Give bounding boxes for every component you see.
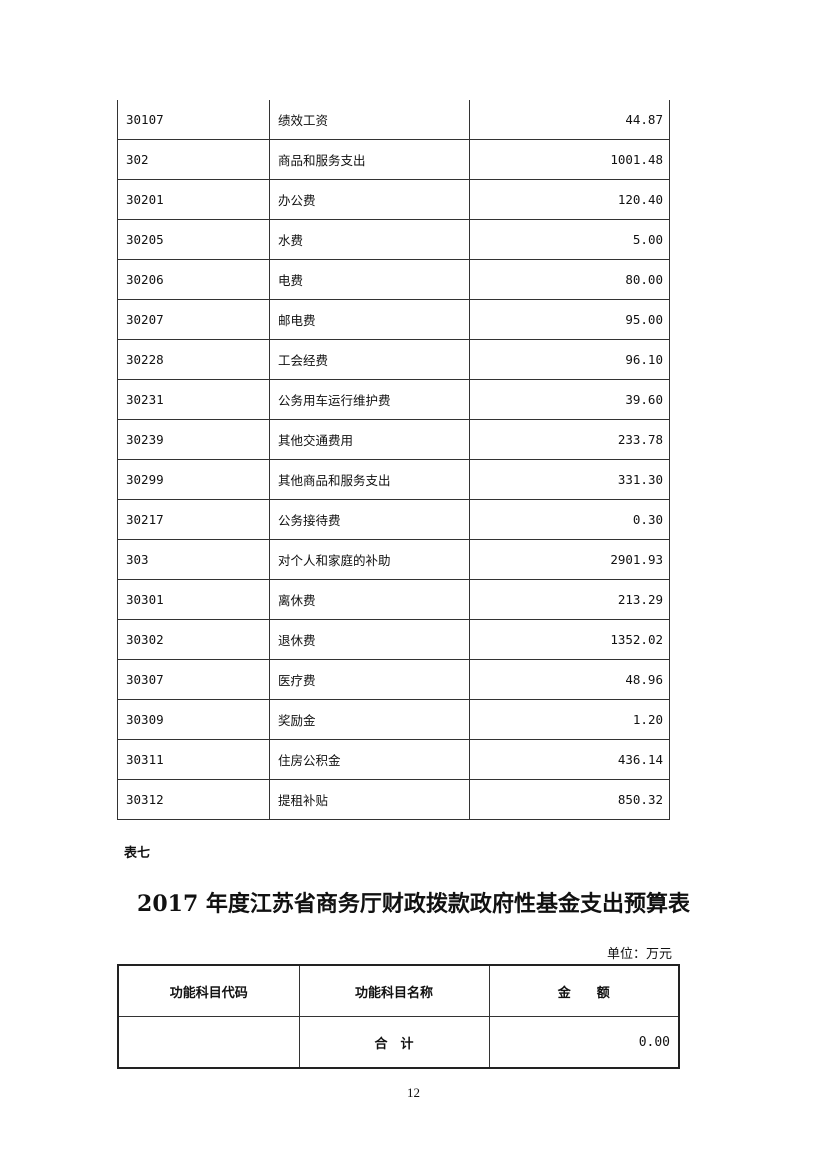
row-code: 30299: [117, 459, 270, 500]
row-name: 水费: [269, 219, 470, 260]
table-row: 30206 电费 80.00: [117, 259, 670, 300]
table-row: 30312 提租补贴 850.32: [117, 779, 670, 820]
unit-label: 单位：万元: [606, 947, 672, 962]
table-row: 303 对个人和家庭的补助 2901.93: [117, 539, 670, 580]
row-name: 对个人和家庭的补助: [269, 539, 470, 580]
row-amount: 331.30: [469, 459, 670, 500]
row-code: 30205: [117, 219, 270, 260]
row-name: 医疗费: [269, 659, 470, 700]
row-code: 30309: [117, 699, 270, 740]
row-amount: 44.87: [469, 100, 670, 140]
row-code: 30302: [117, 619, 270, 660]
row-code: 30228: [117, 339, 270, 380]
row-amount: 233.78: [469, 419, 670, 460]
row-name: 退休费: [269, 619, 470, 660]
row-code: 303: [117, 539, 270, 580]
table-title: 2017 年度江苏省商务厅财政拨款政府性基金支出预算表: [137, 891, 690, 917]
header-code: 功能科目代码: [117, 964, 300, 1017]
row-name: 电费: [269, 259, 470, 300]
total-code: [117, 1016, 300, 1069]
total-row: 合 计 0.00: [117, 1016, 680, 1069]
row-amount: 1352.02: [469, 619, 670, 660]
table-row: 30299 其他商品和服务支出 331.30: [117, 459, 670, 500]
row-name: 邮电费: [269, 299, 470, 340]
table-row: 30309 奖励金 1.20: [117, 699, 670, 740]
row-amount: 120.40: [469, 179, 670, 220]
header-amount: 金 额: [488, 964, 680, 1017]
row-amount: 850.32: [469, 779, 670, 820]
table-row: 30311 住房公积金 436.14: [117, 739, 670, 780]
row-code: 30207: [117, 299, 270, 340]
table-row: 30231 公务用车运行维护费 39.60: [117, 379, 670, 420]
row-amount: 80.00: [469, 259, 670, 300]
row-amount: 48.96: [469, 659, 670, 700]
row-code: 30307: [117, 659, 270, 700]
row-name: 绩效工资: [269, 100, 470, 140]
row-code: 30239: [117, 419, 270, 460]
row-code: 30206: [117, 259, 270, 300]
row-name: 奖励金: [269, 699, 470, 740]
table-row: 30205 水费 5.00: [117, 219, 670, 260]
row-amount: 39.60: [469, 379, 670, 420]
budget-table-continued: 30107 绩效工资 44.87 302 商品和服务支出 1001.48 30201 办公费 1…: [117, 100, 670, 820]
table-row: 30228 工会经费 96.10: [117, 339, 670, 380]
row-name: 其他商品和服务支出: [269, 459, 470, 500]
row-amount: 1.20: [469, 699, 670, 740]
row-code: 30107: [117, 100, 270, 140]
row-amount: 95.00: [469, 299, 670, 340]
table-row: 30301 离休费 213.29: [117, 579, 670, 620]
table-label: 表七: [124, 846, 151, 861]
row-name: 公务接待费: [269, 499, 470, 540]
table-row: 30107 绩效工资 44.87: [117, 100, 670, 140]
header-name: 功能科目名称: [298, 964, 490, 1017]
row-code: 30217: [117, 499, 270, 540]
row-amount: 436.14: [469, 739, 670, 780]
table-row: 30207 邮电费 95.00: [117, 299, 670, 340]
table-row: 30217 公务接待费 0.30: [117, 499, 670, 540]
table-row: 30307 医疗费 48.96: [117, 659, 670, 700]
table-row: 302 商品和服务支出 1001.48: [117, 139, 670, 180]
total-label: 合 计: [298, 1016, 490, 1069]
row-code: 30201: [117, 179, 270, 220]
table-row: 30239 其他交通费用 233.78: [117, 419, 670, 460]
row-name: 离休费: [269, 579, 470, 620]
row-name: 商品和服务支出: [269, 139, 470, 180]
row-code: 30301: [117, 579, 270, 620]
row-code: 30312: [117, 779, 270, 820]
government-fund-table: 功能科目代码 功能科目名称 金 额 合 计 0.00: [117, 964, 680, 1069]
row-amount: 1001.48: [469, 139, 670, 180]
row-amount: 213.29: [469, 579, 670, 620]
header-row: 功能科目代码 功能科目名称 金 额: [117, 964, 680, 1017]
row-code: 302: [117, 139, 270, 180]
row-amount: 2901.93: [469, 539, 670, 580]
row-name: 其他交通费用: [269, 419, 470, 460]
table-row: 30201 办公费 120.40: [117, 179, 670, 220]
page-number: 12: [407, 1085, 420, 1100]
row-amount: 0.30: [469, 499, 670, 540]
row-code: 30311: [117, 739, 270, 780]
row-amount: 5.00: [469, 219, 670, 260]
total-amount: 0.00: [488, 1016, 680, 1069]
row-name: 公务用车运行维护费: [269, 379, 470, 420]
row-name: 提租补贴: [269, 779, 470, 820]
row-name: 办公费: [269, 179, 470, 220]
row-code: 30231: [117, 379, 270, 420]
row-name: 住房公积金: [269, 739, 470, 780]
row-name: 工会经费: [269, 339, 470, 380]
row-amount: 96.10: [469, 339, 670, 380]
table-row: 30302 退休费 1352.02: [117, 619, 670, 660]
